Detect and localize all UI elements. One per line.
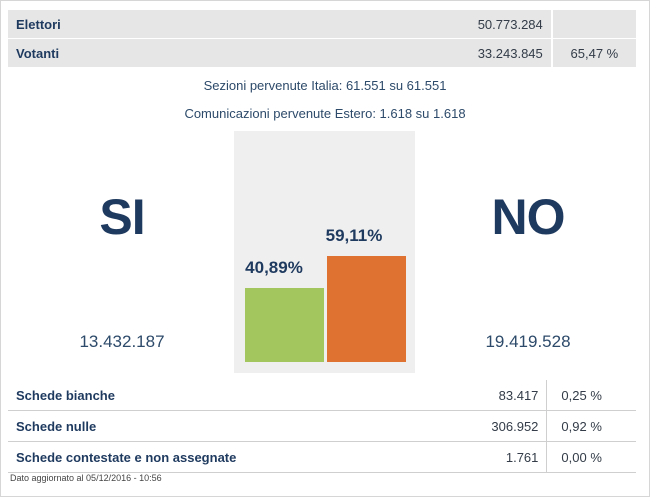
ballot-pct: 0,25 % xyxy=(546,380,636,411)
ballot-value: 1.761 xyxy=(432,441,548,473)
no-bar xyxy=(327,255,406,362)
ballot-row: Schede nulle 306.952 0,92 % xyxy=(8,410,636,442)
elettori-value: 50.773.284 xyxy=(435,10,553,39)
no-count: 19.419.528 xyxy=(485,332,571,351)
ballot-value: 306.952 xyxy=(432,410,548,442)
ballot-row: Schede bianche 83.417 0,25 % xyxy=(8,380,636,411)
si-pct-label: 40,89% xyxy=(245,258,303,278)
ballot-pct: 0,00 % xyxy=(546,441,636,473)
votanti-value: 33.243.845 xyxy=(435,38,553,67)
si-heading: SI xyxy=(99,189,145,245)
si-count: 13.432.187 xyxy=(79,332,165,351)
ballot-row: Schede contestate e non assegnate 1.761 0,… xyxy=(8,441,636,473)
elettori-label: Elettori xyxy=(8,10,436,39)
votanti-label: Votanti xyxy=(16,45,60,61)
ballot-pct: 0,92 % xyxy=(546,410,636,442)
update-timestamp: Dato aggiornato al 05/12/2016 - 10:56 xyxy=(10,473,162,483)
row-votanti: Votanti 33.243.845 65,47 % xyxy=(8,38,636,67)
ballot-value: 83.417 xyxy=(432,380,548,411)
si-bar xyxy=(245,288,324,362)
no-pct-label: 59,11% xyxy=(325,225,383,245)
ballot-stats-table: Schede bianche 83.417 0,25 % Schede nulle 30… xyxy=(8,380,636,473)
ballot-label: Schede bianche xyxy=(8,380,433,411)
sezioni-info: Sezioni pervenute Italia: 61.551 su 61.5… xyxy=(203,78,447,93)
votanti-pct: 65,47 % xyxy=(570,45,619,61)
ballot-label: Schede contestate e non assegnate xyxy=(8,441,433,473)
comunicazioni-info: Comunicazioni pervenute Estero: 1.618 su… xyxy=(184,106,466,121)
results-chart-panel: 40,89% 59,11% xyxy=(234,131,415,373)
elettori-pct xyxy=(551,10,636,39)
turnout-table: Elettori 50.773.284 Votanti 33.243.845 6… xyxy=(8,10,636,67)
no-heading: NO xyxy=(491,189,566,245)
ballot-label: Schede nulle xyxy=(8,410,433,442)
row-elettori: Elettori 50.773.284 xyxy=(8,10,636,39)
